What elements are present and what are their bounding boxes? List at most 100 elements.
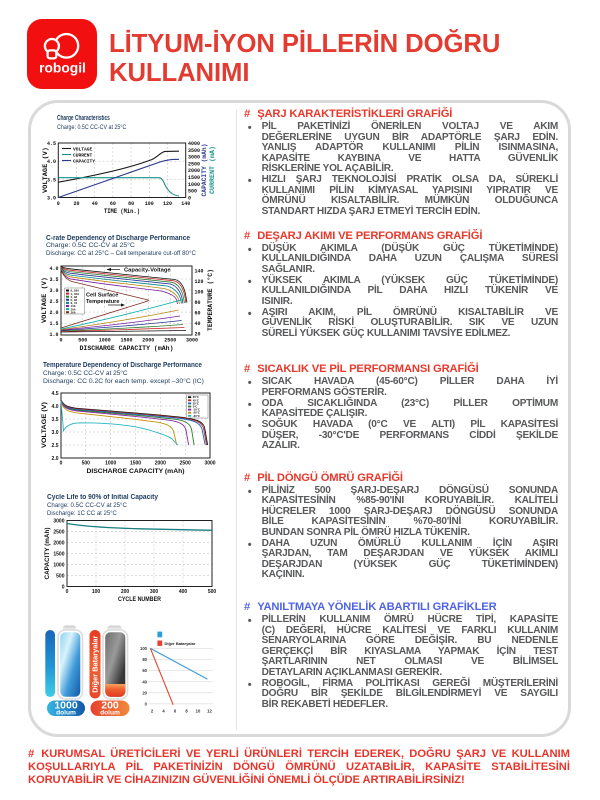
svg-text:80: 80 — [128, 201, 134, 207]
svg-text:3000: 3000 — [188, 155, 200, 161]
svg-text:3.0: 3.0 — [47, 196, 56, 202]
svg-text:60: 60 — [110, 201, 116, 207]
svg-text:VOLTAGE (V): VOLTAGE (V) — [42, 147, 49, 193]
svg-text:6: 6 — [174, 709, 177, 714]
svg-text:80: 80 — [195, 300, 201, 306]
svg-text:40: 40 — [142, 679, 147, 684]
svg-text:0: 0 — [145, 701, 148, 706]
svg-text:0: 0 — [59, 338, 62, 344]
svg-text:500: 500 — [82, 461, 91, 467]
svg-text:CAPACITY (mAh): CAPACITY (mAh) — [201, 144, 208, 197]
svg-text:2000: 2000 — [155, 461, 166, 467]
svg-text:500: 500 — [78, 338, 87, 344]
svg-text:20: 20 — [142, 690, 147, 695]
svg-text:Diğer Bataryalar: Diğer Bataryalar — [165, 641, 196, 646]
svg-text:-30°C: -30°C — [193, 414, 200, 418]
svg-text:dolum: dolum — [100, 710, 120, 717]
svg-text:10: 10 — [196, 709, 201, 714]
svg-text:CAPACITY: CAPACITY — [73, 158, 95, 164]
svg-text:0: 0 — [57, 201, 60, 207]
svg-text:12: 12 — [207, 709, 212, 714]
svg-text:dolum: dolum — [56, 710, 76, 717]
svg-text:2000: 2000 — [142, 338, 154, 344]
svg-text:Capacity-Voltage: Capacity-Voltage — [124, 268, 171, 274]
svg-text:20: 20 — [73, 201, 79, 207]
svg-text:0,58A: 0,58A — [71, 290, 80, 293]
svg-text:1.0: 1.0 — [49, 332, 58, 338]
svg-text:500: 500 — [56, 574, 65, 580]
svg-text:2.5: 2.5 — [49, 299, 58, 305]
svg-text:200: 200 — [121, 589, 130, 595]
svg-text:4.0: 4.0 — [47, 159, 56, 165]
svg-text:2.0: 2.0 — [52, 456, 59, 462]
svg-text:2,9A: 2,9A — [71, 296, 78, 299]
svg-text:40: 40 — [195, 321, 201, 327]
svg-text:40: 40 — [92, 201, 98, 207]
svg-text:500: 500 — [188, 189, 197, 195]
svg-text:1000: 1000 — [105, 461, 116, 467]
svg-text:1000: 1000 — [53, 563, 64, 569]
svg-text:13A: 13A — [71, 305, 76, 308]
svg-text:20: 20 — [195, 332, 201, 338]
svg-text:3000: 3000 — [204, 461, 215, 467]
svg-text:80: 80 — [142, 657, 147, 662]
svg-text:0°C: 0°C — [193, 405, 198, 409]
svg-text:2500: 2500 — [53, 530, 64, 536]
svg-text:Diğer Bataryalar: Diğer Bataryalar — [91, 636, 100, 693]
svg-text:-10°C: -10°C — [193, 408, 200, 412]
svg-text:Temperature: Temperature — [86, 299, 119, 305]
svg-text:2.5: 2.5 — [52, 443, 59, 449]
svg-text:3.5: 3.5 — [49, 277, 58, 283]
svg-text:1000: 1000 — [99, 338, 111, 344]
svg-text:100: 100 — [92, 589, 101, 595]
svg-text:2.0: 2.0 — [49, 310, 58, 316]
svg-text:400: 400 — [179, 589, 188, 595]
svg-text:0: 0 — [60, 461, 63, 467]
svg-text:CURRENT: CURRENT — [73, 152, 93, 158]
svg-text:45°C: 45°C — [193, 398, 199, 402]
svg-text:3.5: 3.5 — [47, 177, 56, 183]
svg-text:2500: 2500 — [180, 461, 191, 467]
svg-text:3500: 3500 — [188, 148, 200, 154]
svg-text:1000: 1000 — [188, 182, 200, 188]
svg-text:2000: 2000 — [53, 541, 64, 547]
svg-text:1,45A: 1,45A — [71, 293, 80, 296]
svg-text:60°C: 60°C — [193, 395, 199, 399]
svg-text:2500: 2500 — [164, 338, 176, 344]
svg-text:8: 8 — [185, 709, 188, 714]
svg-text:0: 0 — [62, 585, 65, 591]
svg-text:25°C: 25°C — [193, 401, 199, 405]
svg-text:100: 100 — [140, 646, 148, 651]
svg-text:2: 2 — [151, 709, 154, 714]
svg-text:TEMPERATURE (°C): TEMPERATURE (°C) — [207, 269, 214, 331]
svg-text:CAPACITY (mAh): CAPACITY (mAh) — [44, 528, 51, 580]
svg-text:CYCLE NUMBER: CYCLE NUMBER — [118, 596, 161, 602]
svg-text:VOLTAGE: VOLTAGE — [73, 146, 93, 152]
svg-text:120: 120 — [195, 279, 204, 285]
svg-text:26A: 26A — [71, 311, 76, 314]
svg-text:140: 140 — [195, 269, 204, 275]
svg-text:4: 4 — [162, 709, 165, 714]
svg-text:4.0: 4.0 — [49, 266, 58, 272]
svg-text:4.0: 4.0 — [52, 404, 59, 410]
svg-text:3000: 3000 — [186, 338, 198, 344]
svg-text:200: 200 — [101, 699, 119, 711]
svg-text:CURRENT (mA): CURRENT (mA) — [209, 146, 216, 194]
svg-text:4.5: 4.5 — [47, 141, 56, 147]
svg-text:20A: 20A — [71, 308, 76, 311]
svg-text:120: 120 — [163, 201, 172, 207]
svg-text:60: 60 — [195, 311, 201, 317]
svg-text:300: 300 — [150, 589, 159, 595]
svg-text:3.5: 3.5 — [52, 417, 59, 423]
svg-text:3000: 3000 — [53, 519, 64, 525]
svg-text:2000: 2000 — [188, 168, 200, 174]
svg-text:-20°C: -20°C — [193, 411, 200, 415]
svg-text:500: 500 — [208, 589, 217, 595]
svg-text:1500: 1500 — [130, 461, 141, 467]
svg-text:8,7A: 8,7A — [71, 302, 78, 305]
svg-text:DISCHARGE CAPACITY (mAh): DISCHARGE CAPACITY (mAh) — [80, 345, 174, 352]
svg-text:TIME (Min.): TIME (Min.) — [104, 208, 140, 215]
svg-text:0: 0 — [188, 196, 191, 202]
svg-text:3.0: 3.0 — [52, 430, 59, 436]
svg-text:1500: 1500 — [188, 175, 200, 181]
